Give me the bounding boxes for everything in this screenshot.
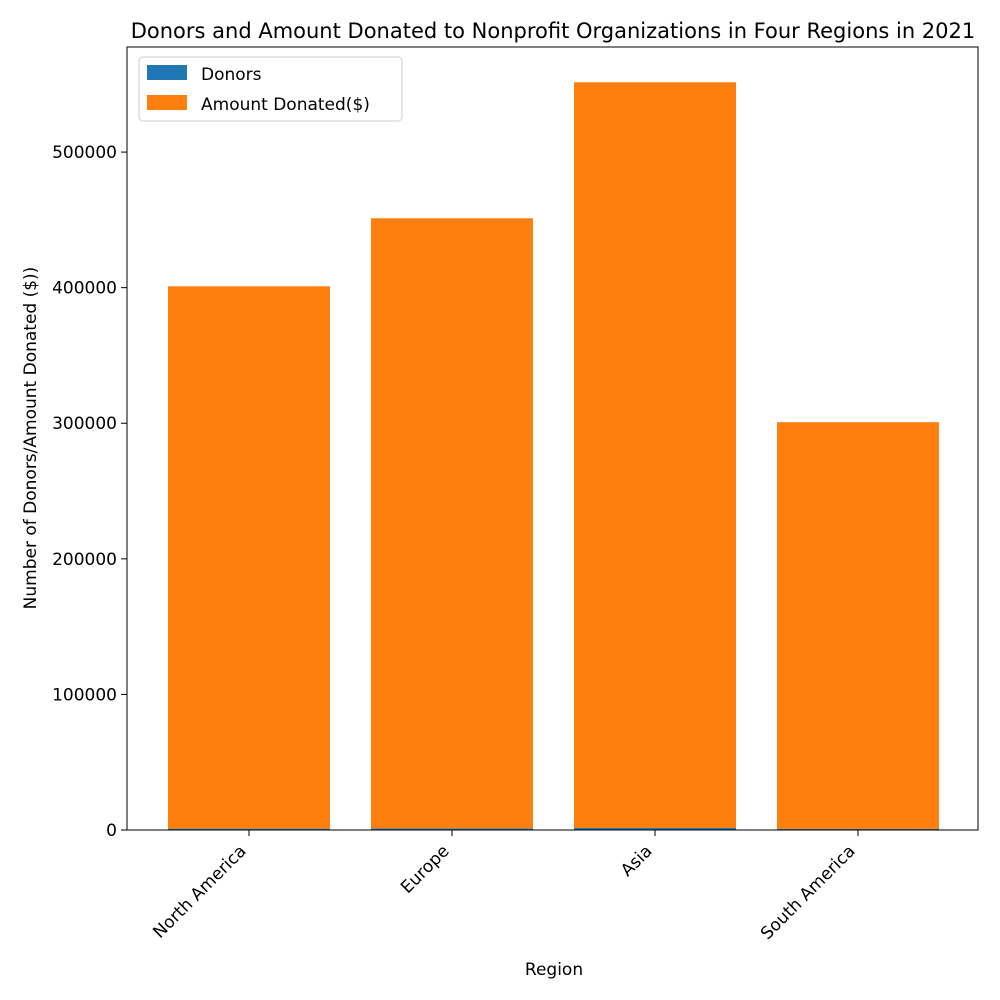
legend-swatch-donors [147, 65, 187, 80]
y-tick-label: 400000 [52, 279, 117, 299]
bar-donors-europe [371, 828, 533, 830]
bar-amount-donated-europe [371, 218, 533, 829]
legend-frame [138, 56, 403, 122]
y-tick-label: 300000 [52, 414, 117, 434]
x-tick-label: Asia [617, 841, 656, 880]
bar-amount-donated-asia [574, 82, 736, 828]
bar-donors-north-america [168, 828, 330, 830]
chart-title: Donors and Amount Donated to Nonprofit O… [131, 19, 976, 43]
bar-donors-asia [574, 827, 736, 830]
legend-label-donors: Donors [201, 65, 262, 85]
x-tick-label: North America [149, 841, 250, 942]
y-tick-label: 200000 [52, 550, 117, 570]
legend-swatch-amount-donated [147, 95, 187, 110]
legend-label-amount-donated: Amount Donated($) [201, 95, 370, 115]
y-axis-label: Number of Donors/Amount Donated ($)) [21, 267, 41, 610]
y-axis: 0 100000 200000 300000 400000 500000 [52, 143, 127, 841]
bar-donors-south-america [777, 828, 939, 830]
legend: Donors Amount Donated($) [138, 56, 403, 122]
x-tick-label: South America [757, 841, 859, 943]
bars-group [168, 82, 939, 830]
bar-amount-donated-north-america [168, 286, 330, 829]
y-tick-label: 100000 [52, 685, 117, 705]
x-axis: North America Europe Asia South America [149, 830, 860, 944]
x-tick-label: Europe [397, 841, 453, 897]
x-axis-label: Region [525, 960, 583, 980]
bar-amount-donated-south-america [777, 422, 939, 829]
y-tick-label: 500000 [52, 143, 117, 163]
y-tick-label: 0 [106, 821, 117, 841]
plot-frame [126, 46, 979, 831]
